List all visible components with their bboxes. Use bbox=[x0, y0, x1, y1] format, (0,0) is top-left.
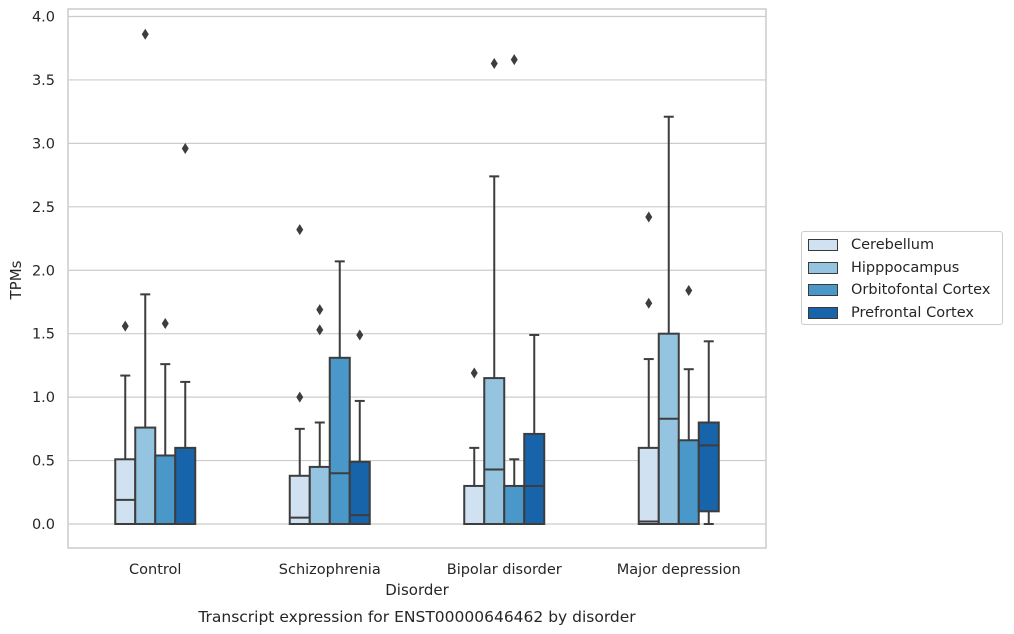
x-axis-ticks: Control Schizophrenia Bipolar disorder Majo… bbox=[129, 562, 741, 578]
x-tick-label-control: Control bbox=[129, 562, 181, 578]
box-cerebellum-major-depression bbox=[637, 211, 660, 525]
legend-label-prefrontal-cortex: Prefrontal Cortex bbox=[851, 305, 974, 321]
y-axis-ticks: 0.0 0.5 1.0 1.5 2.0 2.5 3.0 3.5 4.0 bbox=[32, 10, 55, 534]
box-prefrontal-cortex-bipolar-disorder bbox=[523, 333, 546, 526]
y-tick-label: 4.0 bbox=[32, 10, 55, 26]
x-axis-label: Disorder bbox=[385, 581, 449, 599]
outlier-point bbox=[316, 304, 324, 316]
x-tick-label-bipolar-disorder: Bipolar disorder bbox=[447, 562, 562, 578]
box-iqr bbox=[348, 460, 371, 525]
outlier-point bbox=[161, 318, 169, 330]
box-iqr bbox=[114, 458, 137, 526]
box-iqr bbox=[174, 446, 197, 525]
y-tick-label: 1.0 bbox=[32, 390, 55, 406]
legend: Cerebellum Hipppocampus Orbitofontal Cor… bbox=[801, 231, 1003, 325]
outlier-point bbox=[510, 54, 518, 66]
plot-area bbox=[67, 8, 767, 549]
outlier-point bbox=[470, 367, 478, 379]
y-tick-label: 0.0 bbox=[32, 517, 55, 533]
legend-item-hippocampus: Hipppocampus bbox=[808, 258, 959, 278]
box-orbitofontal-cortex-control bbox=[154, 318, 177, 525]
box-cerebellum-control bbox=[114, 320, 137, 526]
legend-label-hippocampus: Hipppocampus bbox=[851, 260, 960, 276]
legend-swatch-hippocampus bbox=[808, 262, 838, 274]
box-hipppocampus-bipolar-disorder bbox=[483, 57, 506, 525]
box-iqr bbox=[328, 356, 351, 526]
legend-item-orbitofrontal-cortex: Orbitofontal Cortex bbox=[808, 280, 990, 300]
box-iqr bbox=[308, 465, 331, 525]
box-iqr bbox=[134, 426, 157, 526]
box-hipppocampus-schizophrenia bbox=[308, 304, 331, 525]
box-hipppocampus-major-depression bbox=[657, 115, 680, 525]
chart-title: Transcript expression for ENST0000064646… bbox=[197, 608, 636, 626]
box-iqr bbox=[463, 484, 486, 525]
box-prefrontal-cortex-control bbox=[174, 142, 197, 525]
legend-item-cerebellum: Cerebellum bbox=[808, 235, 934, 255]
box-orbitofontal-cortex-major-depression bbox=[677, 285, 700, 526]
y-tick-label: 2.5 bbox=[32, 200, 55, 216]
legend-label-cerebellum: Cerebellum bbox=[851, 237, 935, 253]
legend-label-orbitofrontal-cortex: Orbitofontal Cortex bbox=[851, 282, 991, 298]
box-iqr bbox=[657, 332, 680, 525]
legend-swatch-orbitofrontal-cortex bbox=[808, 284, 838, 296]
box-iqr bbox=[523, 432, 546, 526]
box-prefrontal-cortex-major-depression bbox=[697, 340, 720, 525]
y-tick-label: 0.5 bbox=[32, 454, 55, 470]
box-orbitofontal-cortex-schizophrenia bbox=[328, 260, 351, 526]
box-iqr bbox=[697, 421, 720, 513]
legend-swatch-prefrontal-cortex bbox=[808, 307, 838, 319]
y-axis-label: TPMs bbox=[7, 260, 25, 300]
outlier-point bbox=[316, 324, 324, 336]
box-iqr bbox=[503, 484, 526, 525]
x-tick-label-major-depression: Major depression bbox=[617, 562, 741, 578]
y-tick-label: 3.5 bbox=[32, 73, 55, 89]
outlier-point bbox=[356, 329, 364, 341]
x-tick-label-schizophrenia: Schizophrenia bbox=[279, 562, 381, 578]
legend-item-prefrontal-cortex: Prefrontal Cortex bbox=[808, 303, 974, 323]
box-cerebellum-schizophrenia bbox=[288, 224, 311, 526]
box-orbitofontal-cortex-bipolar-disorder bbox=[503, 54, 526, 525]
box-iqr bbox=[154, 454, 177, 525]
box-iqr bbox=[677, 439, 700, 526]
outlier-point bbox=[296, 224, 304, 236]
outlier-point bbox=[141, 28, 149, 40]
outlier-point bbox=[490, 57, 498, 69]
box-series bbox=[114, 28, 720, 526]
outlier-point bbox=[645, 211, 653, 223]
box-cerebellum-bipolar-disorder bbox=[463, 367, 486, 525]
outlier-point bbox=[121, 320, 129, 332]
box-iqr bbox=[483, 377, 506, 525]
outlier-point bbox=[645, 297, 653, 309]
box-iqr bbox=[637, 446, 660, 525]
y-tick-label: 2.0 bbox=[32, 263, 55, 279]
outlier-point bbox=[296, 391, 304, 403]
outlier-point bbox=[181, 142, 189, 154]
y-tick-label: 3.0 bbox=[32, 136, 55, 152]
legend-swatch-cerebellum bbox=[808, 239, 838, 251]
box-hipppocampus-control bbox=[134, 28, 157, 526]
y-tick-label: 1.5 bbox=[32, 327, 55, 343]
box-prefrontal-cortex-schizophrenia bbox=[348, 329, 371, 525]
outlier-point bbox=[685, 285, 693, 297]
